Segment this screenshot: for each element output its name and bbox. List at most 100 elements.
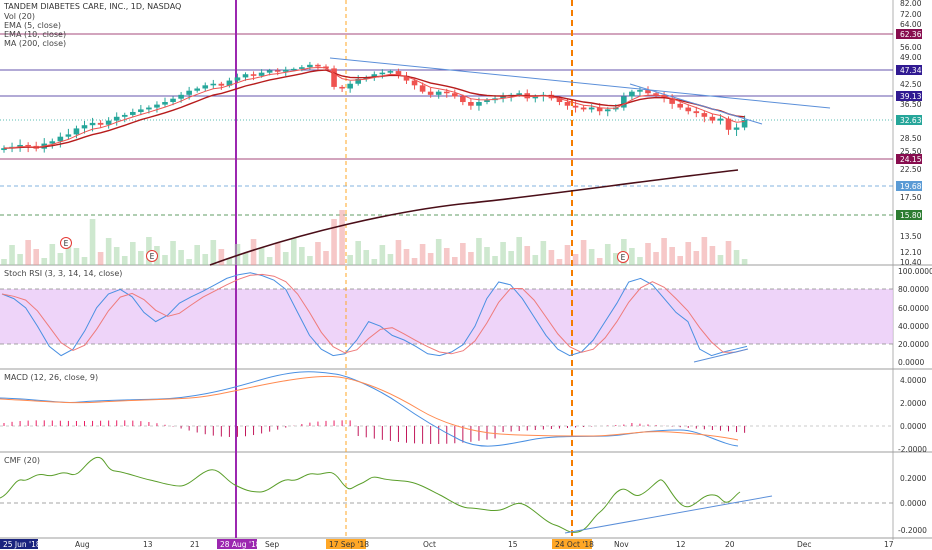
volume-bar (435, 239, 442, 265)
chart-title: TANDEM DIABETES CARE, INC., 1D, NASDAQ (3, 2, 181, 11)
volume-bar (218, 249, 225, 265)
candle (556, 98, 563, 103)
macd-pane-title[interactable]: MACD (12, 26, close, 9) (4, 373, 98, 382)
price-tick: 49.00 (900, 53, 922, 62)
candle (234, 77, 241, 81)
volume-bar (653, 252, 659, 265)
time-label: Dec (797, 540, 812, 549)
volume-bar (194, 245, 200, 265)
price-tick: 13.50 (900, 232, 922, 241)
stoch-axis-ticks: 100.0000 80.0000 60.0000 40.0000 20.0000… (898, 267, 932, 367)
study-legend-ema5[interactable]: EMA (5, close) (4, 21, 61, 30)
time-label-highlight (217, 539, 257, 549)
volume-bar (242, 253, 249, 265)
volume-bar (725, 241, 732, 265)
volume-bar (17, 254, 23, 265)
candle (355, 78, 361, 84)
price-badge: 32.63 (900, 116, 922, 125)
candle (274, 70, 281, 72)
volume-bar (613, 253, 619, 265)
time-label: Nov (614, 540, 629, 549)
candle (484, 100, 490, 103)
candle (669, 98, 675, 104)
volume-bar (178, 250, 184, 265)
candle (73, 128, 80, 135)
study-legend-vol[interactable]: Vol (20) (4, 12, 35, 21)
volume-bar (121, 256, 128, 265)
cmf-pane-title[interactable]: CMF (20) (4, 456, 40, 465)
study-legend-ema10[interactable]: EMA (10, close) (4, 30, 66, 39)
volume-bar (41, 258, 48, 265)
earnings-marker[interactable]: E (617, 251, 629, 263)
candle (685, 107, 692, 112)
volume-bar (443, 248, 450, 265)
price-badge-bg (896, 115, 922, 125)
cmf-axis-ticks: 0.2000 0.0000 -0.2000 (898, 474, 927, 535)
earnings-marker-label: E (150, 252, 155, 261)
candle (299, 67, 305, 69)
candle (186, 90, 192, 95)
candle (266, 70, 273, 73)
volume-bar (355, 241, 361, 265)
candle (395, 71, 402, 76)
candle (65, 134, 72, 137)
volume-bar (379, 245, 386, 265)
candle (629, 91, 635, 97)
volume-bar (162, 255, 168, 265)
volume-bar (460, 243, 466, 265)
volume-bar (73, 248, 80, 265)
volume-bar (371, 259, 378, 265)
volume-bar (363, 250, 370, 265)
candle (130, 111, 136, 115)
volume-bar (331, 219, 337, 265)
candle (443, 91, 450, 94)
candle (460, 96, 466, 103)
price-badge: 19.68 (900, 182, 922, 191)
candle (1, 148, 7, 151)
volume-bar (427, 253, 434, 265)
candle (49, 141, 56, 144)
volume-bar (138, 251, 144, 265)
volume-bar (282, 252, 289, 265)
candle (419, 85, 426, 92)
candle (331, 68, 337, 87)
candle (435, 91, 442, 95)
price-tick: 10.40 (900, 258, 922, 267)
volume-bar (516, 237, 522, 265)
stoch-trendline (693, 348, 749, 363)
price-badge-bg (896, 210, 922, 220)
volume-bar (234, 244, 241, 265)
volume-bar (274, 243, 281, 265)
volume-bar (468, 252, 474, 265)
volume-bar (33, 249, 39, 265)
earnings-marker-label: E (64, 239, 69, 248)
volume-bar (315, 242, 321, 265)
ema5-line (3, 66, 745, 149)
stoch-pane-title[interactable]: Stoch RSI (3, 3, 14, 14, close) (4, 269, 122, 278)
candle (411, 80, 418, 86)
earnings-marker[interactable]: E (60, 237, 72, 249)
candle (347, 83, 353, 89)
price-tick: 22.50 (900, 165, 922, 174)
study-legend-ma200[interactable]: MA (200, close) (4, 39, 66, 48)
earnings-marker[interactable]: E (146, 250, 158, 262)
candle (154, 104, 160, 108)
time-label: 17 Sep '18 (329, 540, 369, 549)
volume-bar (347, 255, 353, 265)
stoch-tick: 40.0000 (898, 322, 929, 331)
candle (307, 64, 313, 68)
candle (693, 111, 700, 114)
volume-bar (532, 255, 539, 265)
time-label: 21 (190, 540, 200, 549)
candle (725, 118, 732, 130)
volume-bar (299, 247, 305, 265)
volume-bar (661, 238, 667, 265)
candle (701, 113, 708, 117)
candle (81, 125, 88, 129)
candle (250, 74, 257, 76)
macd-tick: -2.0000 (898, 445, 927, 454)
volume-bar (57, 253, 64, 265)
time-label: 13 (143, 540, 153, 549)
price-trendline-short (629, 83, 763, 125)
